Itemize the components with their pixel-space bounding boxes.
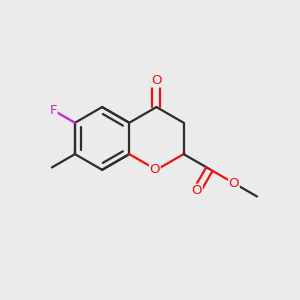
Text: O: O [151,74,162,87]
Text: F: F [50,104,57,117]
Text: O: O [150,163,160,176]
Text: O: O [192,184,202,197]
Text: O: O [229,177,239,190]
